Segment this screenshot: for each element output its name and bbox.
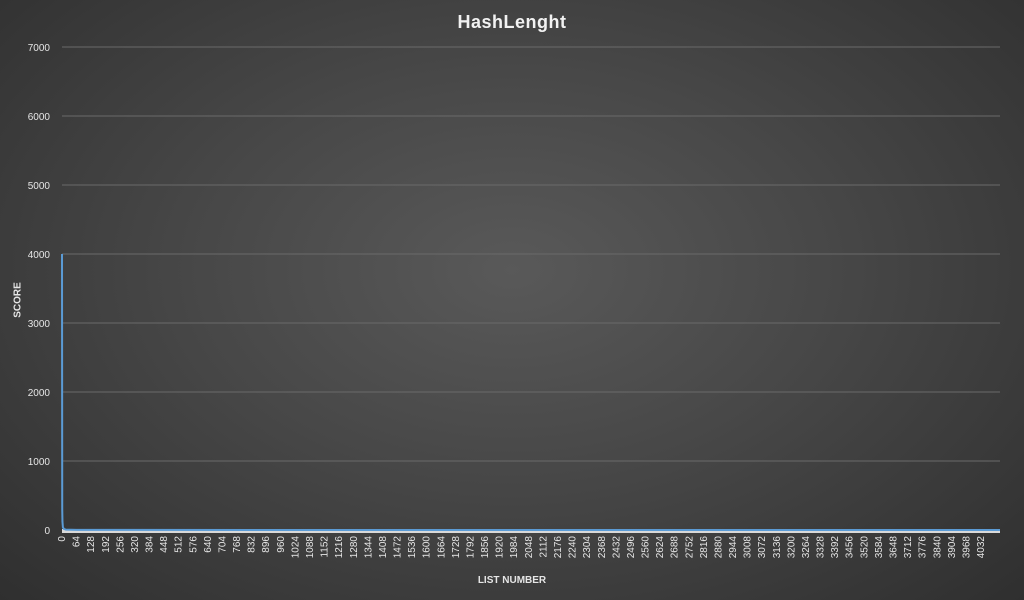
x-tick-label: 0 — [57, 536, 68, 542]
x-tick-label: 3456 — [845, 536, 856, 559]
x-tick-label: 1088 — [305, 536, 316, 559]
x-tick-label: 3392 — [830, 536, 841, 559]
x-tick-label: 3136 — [772, 536, 783, 559]
x-tick-label: 192 — [101, 536, 112, 553]
x-tick-label: 2496 — [626, 536, 637, 559]
y-tick-label: 7000 — [28, 43, 51, 54]
x-tick-label: 1664 — [436, 536, 447, 559]
chart-title: HashLenght — [457, 12, 567, 32]
x-tick-label: 576 — [188, 536, 199, 553]
x-tick-label: 128 — [86, 536, 97, 553]
x-tick-label: 1024 — [290, 536, 301, 559]
x-tick-label: 896 — [261, 536, 272, 553]
x-tick-label: 2560 — [641, 536, 652, 559]
x-tick-label: 3072 — [757, 536, 768, 559]
x-tick-label: 1856 — [480, 536, 491, 559]
y-tick-label: 3000 — [28, 319, 51, 330]
x-tick-label: 384 — [145, 536, 156, 553]
x-tick-label: 3584 — [874, 536, 885, 559]
x-tick-label: 3712 — [903, 536, 914, 559]
x-tick-label: 3648 — [889, 536, 900, 559]
x-tick-label: 640 — [203, 536, 214, 553]
x-tick-label: 3200 — [786, 536, 797, 559]
x-tick-label: 3840 — [932, 536, 943, 559]
y-tick-label: 0 — [44, 526, 50, 537]
x-tick-label: 2944 — [728, 536, 739, 559]
y-tick-label: 2000 — [28, 388, 51, 399]
x-tick-label: 3008 — [743, 536, 754, 559]
x-tick-label: 2048 — [524, 536, 535, 559]
x-tick-label: 2368 — [597, 536, 608, 559]
y-tick-label: 6000 — [28, 112, 51, 123]
x-tick-label: 3328 — [816, 536, 827, 559]
x-tick-label: 320 — [130, 536, 141, 553]
x-tick-label: 3264 — [801, 536, 812, 559]
x-tick-label: 2816 — [699, 536, 710, 559]
x-tick-label: 1920 — [495, 536, 506, 559]
x-tick-label: 2176 — [553, 536, 564, 559]
x-tick-label: 1344 — [363, 536, 374, 559]
x-tick-label: 64 — [72, 536, 83, 548]
y-tick-label: 4000 — [28, 250, 51, 261]
x-tick-label: 768 — [232, 536, 243, 553]
x-tick-label: 2688 — [670, 536, 681, 559]
x-tick-label: 2880 — [713, 536, 724, 559]
x-tick-label: 704 — [217, 536, 228, 553]
x-tick-label: 2432 — [611, 536, 622, 559]
x-tick-label: 3904 — [947, 536, 958, 559]
x-tick-label: 832 — [247, 536, 258, 553]
x-tick-label: 1728 — [451, 536, 462, 559]
x-tick-label: 1792 — [465, 536, 476, 559]
x-tick-label: 3968 — [961, 536, 972, 559]
x-tick-label: 1984 — [509, 536, 520, 559]
y-tick-label: 1000 — [28, 457, 51, 468]
x-tick-label: 1280 — [349, 536, 360, 559]
x-tick-label: 960 — [276, 536, 287, 553]
y-axis-title: SCORE — [12, 282, 24, 318]
series-line — [61, 253, 1001, 531]
x-tick-label: 2112 — [538, 536, 549, 558]
x-tick-label: 1472 — [393, 536, 404, 559]
x-tick-label: 1152 — [320, 536, 331, 558]
y-tick-label: 5000 — [28, 181, 51, 192]
x-tick-label: 2304 — [582, 536, 593, 559]
x-tick-label: 1536 — [407, 536, 418, 559]
x-axis-title: LIST NUMBER — [477, 575, 547, 586]
x-tick-label: 1408 — [378, 536, 389, 559]
x-tick-label: 256 — [115, 536, 126, 553]
x-tick-label: 2624 — [655, 536, 666, 559]
x-tick-label: 3520 — [859, 536, 870, 559]
x-tick-label: 1600 — [422, 536, 433, 559]
x-tick-label: 4032 — [976, 536, 987, 559]
x-tick-label: 2240 — [568, 536, 579, 559]
x-tick-label: 2752 — [684, 536, 695, 559]
x-tick-label: 512 — [174, 536, 185, 553]
x-tick-label: 448 — [159, 536, 170, 553]
x-tick-label: 3776 — [918, 536, 929, 559]
x-tick-label: 1216 — [334, 536, 345, 559]
